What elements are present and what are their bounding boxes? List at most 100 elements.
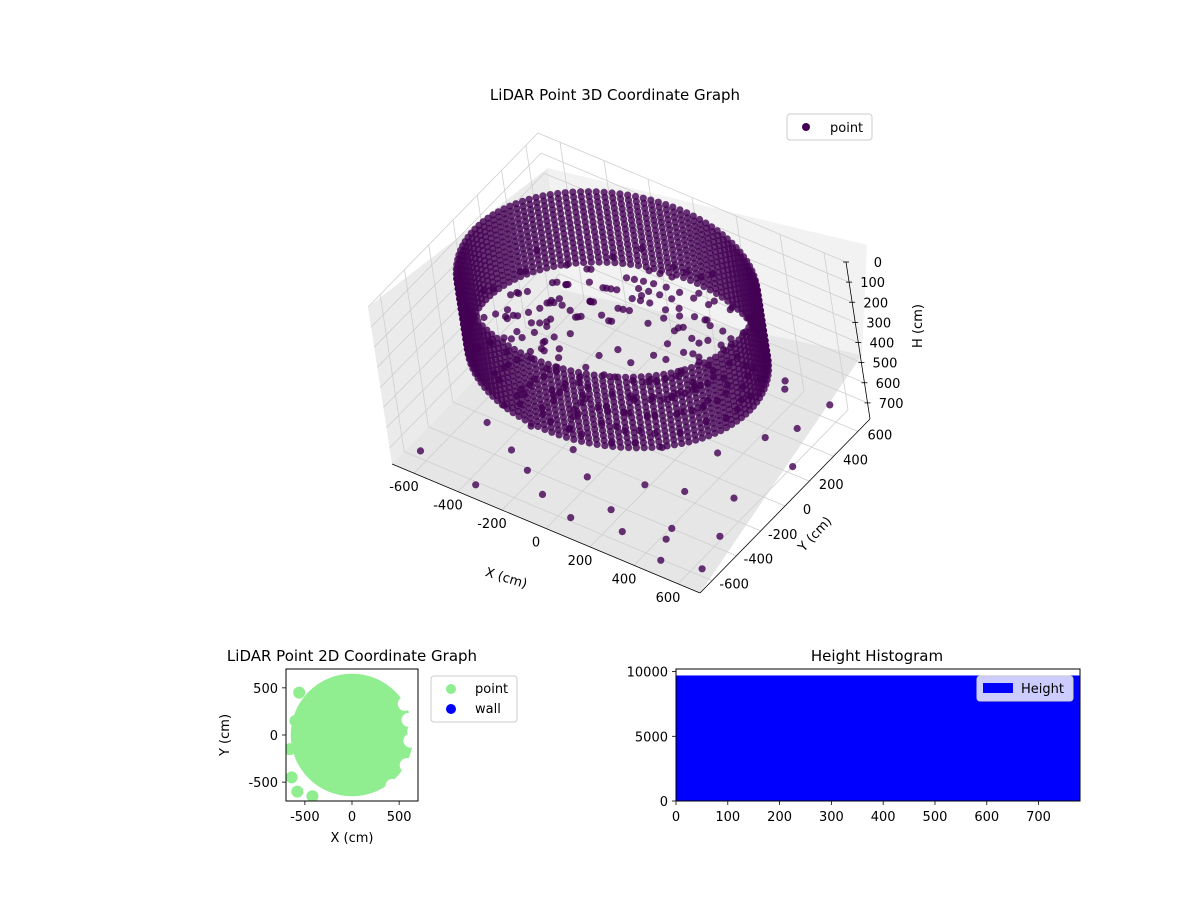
point-marker <box>698 434 706 442</box>
point-marker <box>555 431 563 439</box>
point-marker <box>529 268 537 276</box>
point-marker <box>504 405 512 413</box>
x-tick-label: 500 <box>387 810 412 825</box>
grid-line-y-side <box>404 269 429 427</box>
chart-histogram: Height Histogram 0 100 200 300 400 500 600 7000… <box>627 647 1081 825</box>
point-marker <box>533 247 541 255</box>
y-axis-line <box>699 418 871 594</box>
grid-line-y <box>452 401 761 532</box>
point-marker <box>538 490 547 498</box>
chart-2d-ticks: -500 0 500 -500 0 500 <box>248 682 411 825</box>
point-marker <box>695 353 703 361</box>
point-marker <box>727 335 735 343</box>
point-marker <box>634 261 643 270</box>
point-marker <box>670 441 679 449</box>
chart-histogram-legend-swatch <box>983 683 1013 693</box>
point-marker <box>562 433 571 441</box>
point-marker <box>639 277 648 285</box>
point-marker <box>648 443 656 451</box>
chart-2d-marks <box>286 673 418 801</box>
point-marker <box>703 316 711 324</box>
x-tick-label: 600 <box>974 810 999 825</box>
point-marker <box>609 253 617 261</box>
gap-region <box>399 758 414 773</box>
x-tick-label: 300 <box>819 810 844 825</box>
point-marker <box>617 443 625 451</box>
point-marker <box>469 365 477 373</box>
gap-region <box>385 778 400 793</box>
point-marker <box>567 514 575 522</box>
point-marker <box>622 274 631 282</box>
point-marker <box>585 278 594 286</box>
y-tick-label: -200 <box>768 528 798 543</box>
point-marker <box>712 289 721 298</box>
chart-3d-legend-label: point <box>830 121 863 136</box>
point-marker <box>543 264 551 272</box>
point-marker <box>562 281 570 289</box>
point-marker <box>562 261 571 269</box>
point-marker <box>524 308 533 316</box>
x-tick-label: 0 <box>348 810 356 825</box>
point-marker <box>700 283 708 291</box>
point-marker <box>627 260 635 268</box>
point-marker <box>289 714 302 727</box>
point-marker <box>555 354 563 362</box>
x-axis-line <box>391 463 701 594</box>
y-tick-label: 0 <box>270 729 278 744</box>
point-marker <box>717 341 725 349</box>
x-tick-label: -600 <box>389 480 419 495</box>
chart-histogram-legend-box <box>976 675 1074 702</box>
grid-line-x-back <box>823 252 849 410</box>
point-marker <box>705 432 713 440</box>
point-marker <box>480 313 488 322</box>
grid-line-y-side <box>379 294 405 452</box>
point-marker <box>607 506 615 514</box>
point-marker <box>761 434 769 442</box>
point-marker <box>613 286 621 294</box>
point-marker <box>681 487 689 496</box>
point-marker <box>680 348 688 356</box>
chart-2d-legend-label-point: point <box>475 682 508 697</box>
point-marker <box>557 261 565 269</box>
point-marker <box>543 322 551 331</box>
y-tick-label: 500 <box>253 682 278 697</box>
point-marker <box>662 535 670 543</box>
chart-3d-legend-box <box>786 113 873 141</box>
point-marker <box>695 339 703 347</box>
y-tick-label: 5000 <box>635 730 668 745</box>
chart-3d-title: LiDAR Point 3D Coordinate Graph <box>490 86 740 104</box>
point-marker <box>582 363 590 371</box>
point-marker <box>628 295 636 303</box>
point-marker <box>662 283 670 291</box>
chart-histogram-frame <box>675 668 1081 802</box>
point-marker <box>656 270 664 278</box>
point-marker <box>569 446 577 454</box>
y-tick-label: 600 <box>867 428 892 443</box>
point-marker <box>676 312 684 320</box>
chart-3d-legend: point <box>786 113 873 141</box>
point-marker <box>507 291 515 299</box>
point-marker <box>645 287 653 295</box>
point-marker <box>550 262 558 270</box>
z-axis-line <box>845 261 871 420</box>
point-marker <box>566 306 574 314</box>
x-tick-label: 0 <box>532 536 540 551</box>
point-marker <box>675 304 683 312</box>
point-marker <box>586 297 594 305</box>
y-tick-label: -500 <box>248 776 278 791</box>
point-marker <box>595 351 603 360</box>
chart-2d: LiDAR Point 2D Coordinate Graph -500 0 500… <box>218 647 518 846</box>
point-marker <box>625 444 633 452</box>
x-tick-label: 400 <box>871 810 896 825</box>
point-marker <box>522 267 530 275</box>
point-marker <box>632 444 641 452</box>
x-tick-label: 400 <box>612 572 637 587</box>
point-marker <box>644 319 652 327</box>
point-marker <box>507 446 516 454</box>
chart-2d-legend-marker-wall <box>446 704 456 714</box>
point-marker <box>286 743 296 756</box>
point-marker <box>550 333 558 341</box>
point-marker <box>585 439 593 447</box>
point-marker <box>513 328 521 336</box>
point-marker <box>669 263 677 271</box>
